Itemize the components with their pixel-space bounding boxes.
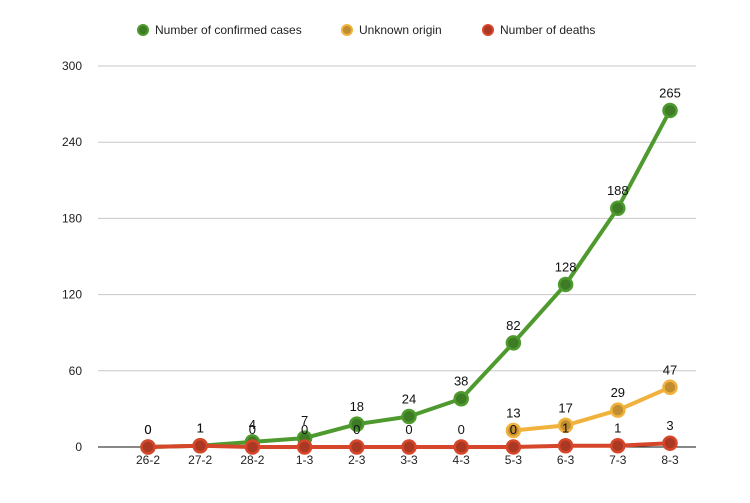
x-tick-label: 6-3 [557,453,575,467]
y-tick-label: 300 [62,59,82,73]
data-label-number-of-confirmed-cases: 188 [607,183,629,198]
data-label-unknown-origin: 17 [558,400,572,415]
data-label-number-of-confirmed-cases: 38 [454,374,468,389]
data-point-number-of-deaths [349,439,365,455]
y-tick-label: 60 [69,364,83,378]
data-label-number-of-deaths: 0 [301,422,308,437]
data-point-number-of-confirmed-cases [505,335,522,351]
legend-marker [341,24,353,36]
data-point-number-of-confirmed-cases [610,200,626,216]
data-point-unknown-origin [557,417,574,434]
series-line-unknown-origin [511,385,672,433]
y-tick-label: 240 [62,135,82,149]
gridlines [98,65,696,372]
x-tick-label: 8-3 [661,453,679,467]
data-label-number-of-deaths: 0 [353,422,360,437]
data-point-number-of-deaths [192,437,208,454]
legend-label: Number of deaths [500,23,595,37]
data-point-number-of-deaths [557,437,574,454]
data-label-number-of-deaths: 0 [405,422,412,437]
data-point-number-of-confirmed-cases [349,416,365,432]
y-tick-label: 120 [62,288,82,302]
data-label-number-of-deaths: 0 [510,422,517,437]
x-tick-label: 26-2 [136,453,160,467]
data-label-number-of-confirmed-cases: 0 [144,422,151,437]
data-point-unknown-origin [505,422,522,439]
y-tick-label: 180 [62,211,82,225]
legend-item-number-of-deaths: Number of deaths [482,23,595,37]
data-label-number-of-deaths: 0 [458,422,465,437]
data-point-number-of-deaths [296,439,313,455]
data-point-number-of-deaths [401,439,417,455]
legend-label: Unknown origin [359,23,442,37]
x-tick-label: 7-3 [609,453,627,467]
data-label-unknown-origin: 47 [663,362,677,377]
legend-marker [137,24,149,36]
data-point-unknown-origin [662,379,678,396]
series-layer [140,102,678,455]
data-point-number-of-deaths [505,439,522,455]
x-tick-label: 5-3 [505,453,523,467]
data-point-number-of-deaths [453,439,469,455]
data-point-number-of-confirmed-cases [401,408,417,425]
data-point-number-of-deaths [140,439,156,455]
data-label-number-of-confirmed-cases: 4 [249,417,256,432]
data-label-number-of-deaths: 3 [666,418,673,433]
data-label-number-of-confirmed-cases: 265 [659,85,681,100]
data-point-number-of-confirmed-cases [453,390,469,407]
data-label-number-of-confirmed-cases: 7 [301,413,308,428]
data-label-number-of-deaths: 1 [614,421,621,436]
x-tick-label: 2-3 [348,453,366,467]
data-label-number-of-confirmed-cases: 82 [506,318,520,333]
x-tick-label: 4-3 [453,453,471,467]
data-label-number-of-deaths: 1 [562,421,569,436]
data-point-number-of-deaths [244,439,261,455]
x-tick-label: 3-3 [400,453,418,467]
data-point-number-of-deaths [610,437,626,454]
data-label-unknown-origin: 13 [506,405,520,420]
data-label-number-of-deaths: 0 [144,422,151,437]
legend-marker [482,24,494,36]
y-axis: 0 60 120 180 240 300 [62,59,82,454]
x-axis: 26-2 27-2 28-2 1-3 2-3 3-3 4-3 5-3 6-3 7-3 8-3 [98,446,696,467]
legend-item-unknown-origin: Unknown origin [341,23,442,37]
data-label-number-of-confirmed-cases: 24 [402,392,416,407]
x-tick-label: 27-2 [188,453,212,467]
data-point-number-of-confirmed-cases [557,276,574,293]
legend-label: Number of confirmed cases [155,23,302,37]
data-point-unknown-origin [610,402,626,418]
data-point-number-of-deaths [662,435,678,451]
x-tick-label: 1-3 [296,453,314,467]
data-label-number-of-confirmed-cases: 1 [197,421,204,436]
chart-legend: Number of confirmed cases Unknown origin N… [137,23,595,37]
legend-item-number-of-confirmed-cases: Number of confirmed cases [137,23,302,37]
data-label-unknown-origin: 29 [611,385,625,400]
data-label-number-of-deaths: 1 [197,421,204,436]
data-label-number-of-deaths: 0 [249,422,256,437]
x-tick-label: 28-2 [240,453,264,467]
y-tick-label: 0 [75,440,82,454]
data-label-number-of-confirmed-cases: 128 [555,259,577,274]
data-point-number-of-confirmed-cases [662,102,678,119]
data-label-number-of-confirmed-cases: 18 [350,399,364,414]
